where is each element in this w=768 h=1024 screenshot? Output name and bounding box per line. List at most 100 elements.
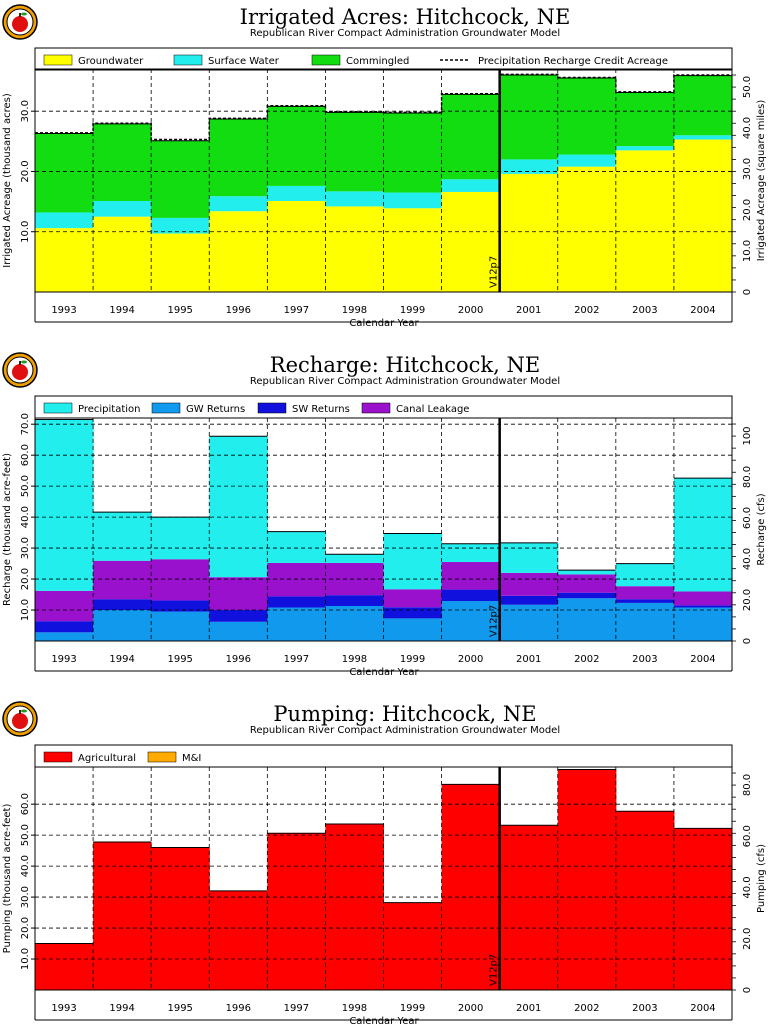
y-tick-label: 60.0 — [20, 793, 31, 815]
chart-panel-1: Irrigated Acres: Hitchcock, NERepublican… — [2, 4, 767, 329]
x-tick-label: 1999 — [400, 1003, 425, 1014]
bar-segment — [209, 196, 268, 212]
y-right-tick-label: 40.0 — [742, 117, 753, 139]
x-tick-label: 1994 — [109, 654, 134, 665]
bar-segment — [557, 769, 617, 990]
bar-segment — [151, 517, 210, 560]
x-tick-label: 1996 — [226, 305, 251, 316]
bar-segment — [325, 191, 384, 207]
y-tick-label: 10.0 — [20, 221, 31, 243]
x-tick-label: 2003 — [632, 1003, 657, 1014]
x-tick-label: 2001 — [516, 1003, 541, 1014]
bar-segment — [35, 212, 94, 229]
y-tick-label: 60.0 — [20, 444, 31, 466]
bar-segment — [35, 419, 94, 591]
apple-icon — [12, 713, 28, 729]
bar-segment — [325, 112, 384, 192]
legend-label: Agricultural — [78, 753, 136, 764]
x-tick-label: 1995 — [167, 654, 192, 665]
x-axis-label: Calendar Year — [349, 667, 419, 678]
bar-segment — [383, 533, 443, 590]
y-axis-label: Recharge (thousand acre-feet) — [2, 453, 13, 606]
bar-segment — [441, 784, 501, 990]
version-marker-label: V12p7 — [489, 954, 500, 986]
x-tick-label: 1998 — [342, 654, 367, 665]
legend-label: Groundwater — [78, 56, 144, 67]
y-tick-label: 50.0 — [20, 824, 31, 846]
legend-swatch — [361, 402, 391, 414]
bar-segment — [615, 563, 675, 587]
x-tick-label: 1997 — [284, 305, 309, 316]
bar-segment — [35, 228, 94, 292]
chart-title: Pumping: Hitchcock, NE — [273, 702, 536, 726]
bar-segment — [267, 200, 326, 292]
bar-segment — [267, 531, 326, 563]
y-right-tick-label: 80.0 — [742, 466, 753, 488]
y-right-tick-label: 40.0 — [742, 548, 753, 570]
y-right-tick-label: 100 — [742, 426, 753, 445]
bar-segment — [673, 605, 733, 608]
bar-segment — [499, 75, 559, 160]
y-tick-label: 70.0 — [20, 413, 31, 435]
legend-swatch — [257, 402, 287, 414]
bar-segment — [93, 200, 152, 217]
version-marker-label: V12p7 — [489, 256, 500, 288]
y-tick-label: 20.0 — [20, 917, 31, 939]
x-tick-label: 1993 — [51, 1003, 76, 1014]
apple-stem-icon — [19, 13, 21, 17]
bar-segment — [267, 185, 326, 201]
y-right-tick-label: 40.0 — [742, 876, 753, 898]
bar-segment — [557, 598, 617, 641]
bar-segment — [93, 599, 152, 611]
bar-segment — [209, 610, 268, 622]
bar-segment — [35, 133, 94, 213]
y-right-tick-label: 80.0 — [742, 774, 753, 796]
bar-segment — [557, 78, 617, 155]
x-tick-label: 2004 — [690, 305, 715, 316]
y-right-tick-label: 20.0 — [742, 928, 753, 950]
bar-segment — [151, 217, 210, 234]
bar-segment — [557, 574, 617, 593]
bar-segment — [673, 828, 733, 990]
bar-segment — [325, 595, 384, 607]
bar-segment — [383, 192, 443, 209]
bar-segment — [209, 577, 268, 611]
bar-segment — [615, 150, 675, 292]
legend-label: M&I — [182, 753, 201, 764]
bar-segment — [209, 890, 268, 990]
bar-segment — [267, 607, 326, 641]
chart-subtitle: Republican River Compact Administration … — [250, 28, 560, 39]
y-axis-label: Pumping (thousand acre-feet) — [2, 804, 13, 954]
x-tick-label: 1994 — [109, 1003, 134, 1014]
legend-swatch — [43, 751, 73, 763]
version-marker-label: V12p7 — [489, 605, 500, 637]
y-axis-label: Irrigated Acreage (thousand acres) — [2, 93, 13, 268]
bar-segment — [35, 943, 94, 990]
x-tick-label: 1994 — [109, 305, 134, 316]
bar-segment — [557, 592, 617, 599]
legend-label: GW Returns — [186, 404, 245, 415]
x-tick-label: 2003 — [632, 305, 657, 316]
bar-segment — [499, 604, 559, 641]
bar-segment — [615, 586, 675, 600]
x-tick-label: 1993 — [51, 305, 76, 316]
x-tick-label: 2001 — [516, 305, 541, 316]
y-right-tick-label: 0 — [742, 289, 753, 295]
bar-segment — [673, 135, 733, 140]
legend-swatch — [311, 54, 341, 66]
y-right-tick-label: 0 — [742, 638, 753, 644]
bar-segment — [673, 139, 733, 292]
bar-segment — [151, 140, 210, 218]
bar-segment — [557, 166, 617, 292]
bar-segment — [441, 191, 501, 292]
y-tick-label: 50.0 — [20, 475, 31, 497]
bar-segment — [35, 590, 94, 622]
bar-segment — [151, 559, 210, 601]
bar-segment — [151, 600, 210, 612]
y-tick-label: 30.0 — [20, 886, 31, 908]
bar-segment — [441, 94, 501, 180]
bar-segment — [151, 611, 210, 641]
bar-segment — [673, 75, 733, 136]
apple-leaf-icon — [21, 12, 27, 16]
bar-segment — [325, 554, 384, 563]
